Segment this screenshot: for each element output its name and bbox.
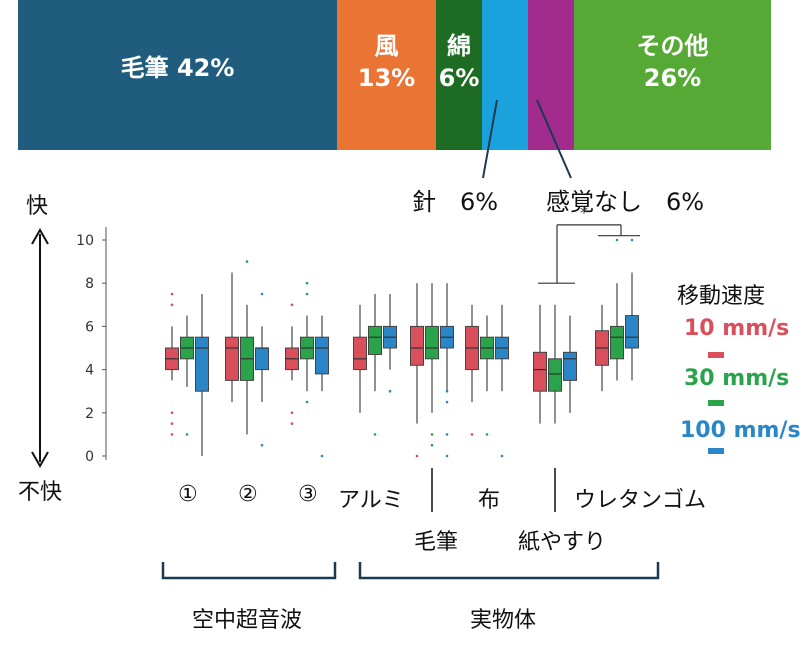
outlier-point (260, 292, 264, 296)
outlier-point (290, 411, 294, 415)
category-label-brush: 毛筆 (414, 530, 459, 555)
segment-percent: 13% (357, 64, 416, 92)
segment-label: その他 26% (574, 30, 771, 94)
bar-segment-4 (528, 0, 574, 150)
box (353, 336, 367, 371)
bar-segment-2: 綿 6% (436, 0, 482, 150)
comfort-arrow-up-icon (31, 227, 49, 245)
group-bracket-ultrasound (161, 562, 337, 580)
category-label-aluminum: アルミ (338, 488, 404, 513)
segment-percent: 6% (438, 64, 480, 92)
outlier-point (245, 260, 249, 263)
category-label-cloth: 布 (478, 488, 501, 513)
legend-item-30: 30 mm/s (684, 366, 790, 391)
outlier-point (185, 433, 189, 436)
segment-label: 風 13% (337, 30, 436, 94)
bar-segment-5: その他 26% (574, 0, 771, 150)
outlier-point (445, 400, 449, 404)
no-sensation-callout-line (536, 99, 572, 179)
outlier-point (430, 443, 434, 447)
needle-callout: 針 6% (412, 188, 499, 216)
outlier-point (485, 433, 489, 436)
outlier-point (430, 433, 434, 436)
y-tick-label: 6 (85, 319, 94, 335)
box (315, 336, 329, 375)
outlier-point (470, 433, 474, 436)
outlier-point (305, 292, 309, 296)
box (368, 325, 382, 355)
outlier-point (373, 433, 377, 436)
significance-mark: * (580, 203, 588, 222)
legend-title: 移動速度 (677, 284, 766, 309)
outlier-point (290, 422, 294, 425)
outlier-point (170, 422, 174, 425)
outlier-point (170, 433, 174, 436)
outlier-point (260, 443, 264, 447)
y-tick-label: 8 (85, 276, 94, 292)
y-bottom-label: 不快 (18, 480, 63, 505)
segment-label: 毛筆 42% (120, 54, 235, 82)
outlier-point (170, 303, 174, 307)
y-tick-label: 2 (85, 406, 94, 422)
y-top-label: 快 (26, 194, 49, 219)
box (255, 347, 269, 371)
no-sensation-callout: 感覚なし 6% (546, 188, 705, 216)
outlier-point (170, 292, 174, 296)
category-label-2: ② (238, 482, 258, 507)
category-label-1: ① (178, 482, 198, 507)
bar-segment-0: 毛筆 42% (18, 0, 337, 150)
outlier-point (305, 400, 309, 404)
segment-percent: 26% (643, 64, 702, 92)
segment-name: その他 (636, 32, 709, 60)
outlier-point (290, 303, 294, 307)
outlier-point (615, 238, 619, 242)
outlier-point (415, 454, 419, 458)
category-label-urethane: ウレタンゴム (574, 488, 707, 513)
outlier-point (500, 454, 504, 458)
legend-item-10: 10 mm/s (684, 316, 790, 341)
outlier-point (388, 389, 392, 393)
box (548, 358, 562, 392)
comfort-arrow-down-icon (31, 451, 49, 469)
outlier-point (445, 389, 449, 393)
group-label-real-object: 実物体 (470, 608, 537, 633)
group-label-ultrasound: 空中超音波 (192, 608, 303, 633)
needle-callout-line (482, 99, 498, 179)
outlier-point (445, 454, 449, 458)
category-label-sandpaper: 紙やすり (518, 530, 607, 555)
outlier-point (445, 433, 449, 436)
box (533, 351, 547, 392)
box (610, 325, 624, 360)
legend-swatch-10 (708, 352, 724, 358)
y-tick-label: 4 (85, 363, 94, 379)
segment-name: 綿 (447, 32, 471, 60)
bar-segment-1: 風 13% (337, 0, 436, 150)
outlier-point (305, 281, 309, 285)
y-tick-label: 0 (85, 449, 94, 465)
category-label-3: ③ (298, 482, 318, 507)
legend-swatch-100 (708, 448, 724, 454)
segment-label: 綿 6% (436, 30, 482, 94)
group-bracket-real-object (358, 562, 660, 580)
legend-swatch-30 (708, 400, 724, 406)
y-tick-label: 10 (76, 233, 94, 249)
outlier-point (630, 238, 634, 242)
outlier-point (170, 411, 174, 415)
box (410, 325, 424, 366)
box (225, 336, 239, 381)
segment-name: 風 (374, 32, 399, 60)
box (425, 325, 439, 360)
legend-item-100: 100 mm/s (680, 418, 800, 443)
box (625, 315, 639, 349)
stacked-bar: 毛筆 42% 風 13% 綿 6% その他 26% (18, 0, 771, 150)
bar-segment-3 (482, 0, 528, 150)
outlier-point (320, 454, 324, 458)
box (563, 351, 577, 381)
box (195, 336, 209, 392)
